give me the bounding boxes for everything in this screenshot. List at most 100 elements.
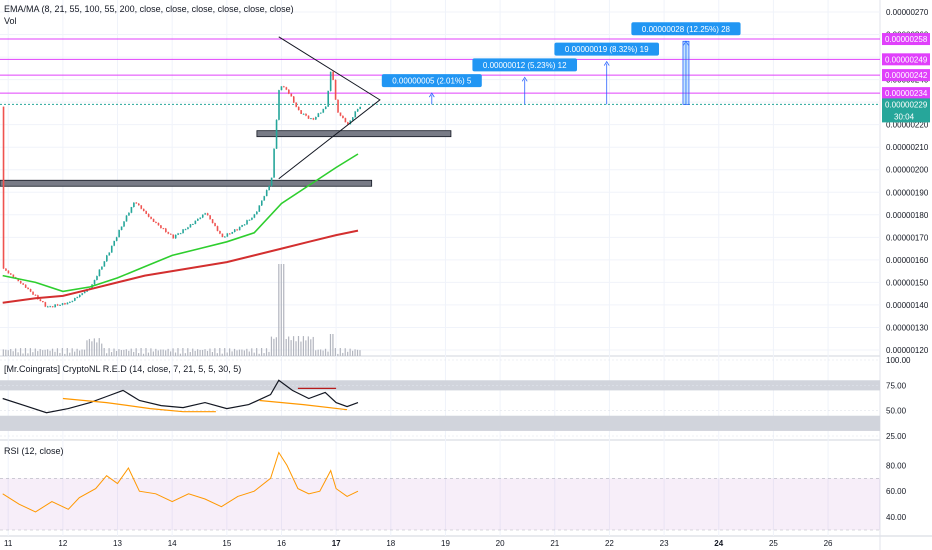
candle-body [192,223,194,225]
candle-body [128,212,130,216]
candle-body [233,229,236,232]
volume-bar [7,350,9,356]
volume-bar [115,351,118,356]
volume-bar [61,348,63,356]
volume-bar [27,353,29,356]
candle-body [270,177,273,186]
candle-body [44,302,47,307]
candle-body [251,217,253,220]
volume-bar [275,337,277,356]
volume-bar [5,349,7,356]
oscillator-label[interactable]: [Mr.Coingrats] CryptoNL R.E.D (14, close… [4,364,242,374]
price-level-label-bg [882,53,930,66]
candle-body [7,270,10,274]
candle-body [332,71,334,80]
volume-bar [54,351,56,356]
volume-bar [147,352,150,356]
candle-body [135,202,138,204]
volume-bar [49,350,51,356]
volume-bar [118,349,120,356]
volume-bar [327,351,329,356]
volume-bar [74,351,76,356]
candle-body [315,117,317,120]
price-indicator-label[interactable]: EMA/MA (8, 21, 55, 100, 55, 200, close, … [4,4,294,14]
price-level-label-bg [882,87,930,100]
osc-tick-label: 75.00 [886,381,907,390]
candle-body [59,304,61,306]
volume-bar [307,336,309,356]
candle-body [138,203,140,206]
x-tick-label: 13 [113,539,122,548]
price-level-label: 0.00000258 [885,35,928,44]
candle-body [224,236,226,238]
candle-body [285,87,288,90]
volume-bar [238,349,241,356]
x-tick-label: 26 [824,539,833,548]
candle-body [322,109,325,113]
candle-body [288,89,290,94]
volume-bar [157,350,159,356]
x-tick-label: 11 [4,539,13,548]
candle-body [317,113,320,118]
volume-bar [204,349,206,356]
x-tick-label: 12 [58,539,67,548]
volume-bar [243,350,245,356]
candle-body [248,219,251,221]
x-tick-label: 23 [660,539,669,548]
volume-bar [42,350,44,356]
volume-bar [229,348,231,356]
candle-body [278,90,280,120]
candle-body [305,113,307,116]
candle-body [39,299,42,302]
y-tick-label: 0.00000180 [886,211,929,220]
volume-bar [98,338,100,356]
candle-body [238,226,241,231]
target-label-bg [472,58,578,72]
x-tick-label: 14 [168,539,177,548]
volume-bar [251,348,253,356]
volume-bar [145,348,147,356]
volume-bar [285,339,287,356]
volume-bar [88,338,91,356]
osc-series-line [259,399,348,411]
volume-bar [256,348,258,356]
volume-bar [290,340,292,356]
volume-bar [192,348,194,356]
volume-bar [295,341,297,356]
x-tick-label: 17 [332,539,341,548]
volume-bar [219,348,221,356]
candle-body [10,273,12,275]
candle-body [182,229,184,234]
candle-body [265,190,268,197]
volume-bar [214,348,216,356]
volume-bar [29,348,31,356]
current-price-label: 0.00000229 [885,100,928,109]
volume-bar [32,352,34,356]
volume-bar [315,350,317,356]
candle-body [96,276,98,280]
rsi-label[interactable]: RSI (12, close) [4,446,64,456]
candle-body [76,297,79,299]
volume-bar [177,348,179,356]
volume-bar [51,348,54,356]
candle-body [258,205,261,212]
volume-bar [268,351,270,356]
x-tick-label: 20 [496,539,505,548]
y-tick-label: 0.00000270 [886,8,929,17]
volume-bar [39,349,41,356]
candle-body [42,301,44,303]
candle-body [106,255,108,262]
volume-bar [128,350,130,356]
y-tick-label: 0.00000150 [886,278,929,287]
volume-bar [292,336,295,356]
volume-bar [83,349,86,356]
volume-bar [312,336,314,356]
volume-label[interactable]: Vol [4,16,17,26]
volume-bar [233,348,236,356]
volume-bar [258,353,260,356]
volume-bar [64,353,66,356]
candle-body [312,118,315,120]
candle-body [108,252,111,256]
candle-body [169,233,172,235]
